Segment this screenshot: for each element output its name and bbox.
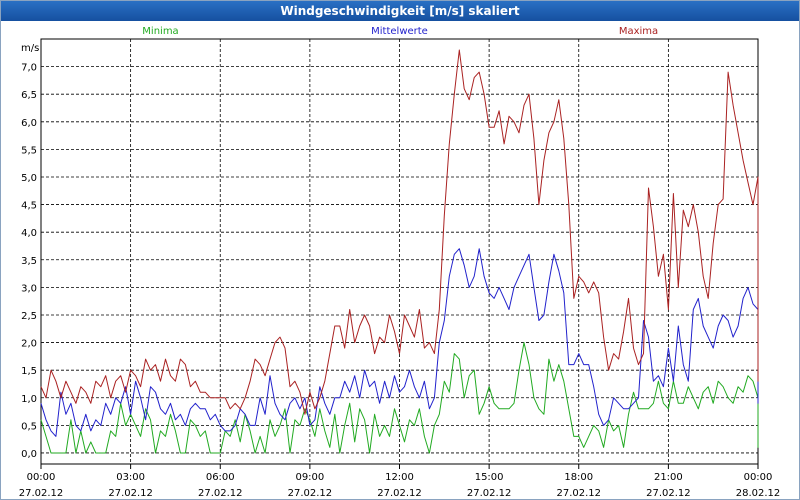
y-axis: m/s 0,0 0,5 1,0 1,5 2,0 2,5 3,0 3,5 4,0 4,5 5,0 5,5… <box>21 43 39 460</box>
series-minima-line <box>40 342 759 454</box>
x-tick-date: 27.02.12 <box>288 488 333 499</box>
x-tick-time: 00:00 <box>744 472 773 483</box>
x-tick-date: 27.02.12 <box>646 488 691 499</box>
y-tick-label: 4,0 <box>21 228 37 239</box>
y-tick-label: 0,5 <box>21 421 37 432</box>
x-tick-date: 27.02.12 <box>108 488 153 499</box>
x-tick-time: 00:00 <box>27 472 56 483</box>
series-lines <box>40 49 759 454</box>
y-tick-label: 1,0 <box>21 394 37 405</box>
legend-minima: Minima <box>142 26 178 37</box>
y-tick-label: 5,0 <box>21 173 37 184</box>
legend: Minima Mittelwerte Maxima <box>142 26 658 37</box>
x-tick-time: 06:00 <box>206 472 235 483</box>
x-axis: 00:00 27.02.12 03:00 27.02.12 06:00 27.02.12 0… <box>19 464 781 499</box>
window-title: Windgeschwindigkeit [m/s] skaliert <box>1 1 799 21</box>
y-tick-label: 6,5 <box>21 90 37 101</box>
y-tick-label: 2,5 <box>21 311 37 322</box>
x-tick-date: 28.02.12 <box>736 488 781 499</box>
x-tick-date: 27.02.12 <box>556 488 601 499</box>
wind-speed-chart: m/s 0,0 0,5 1,0 1,5 2,0 2,5 3,0 3,5 4,0 4,5 5,0 5,5… <box>19 26 781 499</box>
x-tick-time: 21:00 <box>654 472 683 483</box>
x-tick-time: 12:00 <box>385 472 414 483</box>
x-tick-date: 27.02.12 <box>198 488 243 499</box>
legend-maxima: Maxima <box>619 26 658 37</box>
y-tick-label: 2,0 <box>21 339 37 350</box>
x-tick-time: 09:00 <box>295 472 324 483</box>
x-tick-time: 15:00 <box>475 472 504 483</box>
x-tick-time: 18:00 <box>564 472 593 483</box>
x-tick-date: 27.02.12 <box>467 488 512 499</box>
y-tick-label: 3,5 <box>21 256 37 267</box>
series-mittelwerte-line <box>40 248 759 437</box>
y-tick-label: 7,0 <box>21 63 37 74</box>
legend-mittelwerte: Mittelwerte <box>371 26 428 37</box>
y-tick-label: 4,5 <box>21 201 37 212</box>
y-tick-label: 6,0 <box>21 118 37 129</box>
y-tick-label: 0,0 <box>21 449 37 460</box>
x-tick-date: 27.02.12 <box>377 488 422 499</box>
x-tick-date: 27.02.12 <box>19 488 64 499</box>
y-axis-unit-label: m/s <box>21 43 39 54</box>
series-maxima-line <box>40 49 759 415</box>
x-tick-time: 03:00 <box>116 472 145 483</box>
y-tick-label: 1,5 <box>21 366 37 377</box>
y-tick-label: 5,5 <box>21 145 37 156</box>
y-tick-label: 3,0 <box>21 283 37 294</box>
